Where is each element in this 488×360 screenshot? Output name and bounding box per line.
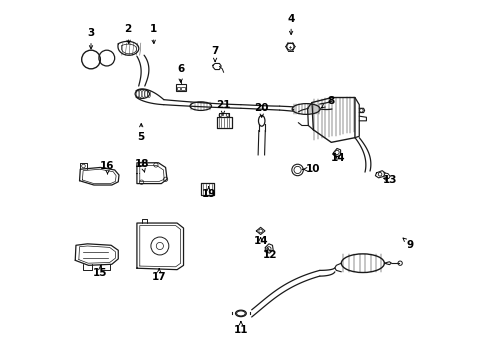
Text: 14: 14: [330, 153, 345, 163]
Text: 3: 3: [87, 28, 95, 49]
Text: 18: 18: [135, 159, 149, 172]
Text: 11: 11: [233, 321, 247, 335]
Text: 8: 8: [321, 96, 333, 108]
Text: 13: 13: [382, 175, 396, 185]
Text: 7: 7: [211, 46, 218, 62]
Text: 10: 10: [302, 164, 319, 174]
Bar: [176, 87, 180, 90]
Text: 16: 16: [100, 161, 115, 174]
Text: 5: 5: [137, 123, 144, 142]
Text: 1: 1: [149, 24, 156, 44]
Text: 12: 12: [262, 248, 276, 260]
Text: 2: 2: [124, 24, 131, 44]
Text: 14: 14: [253, 236, 267, 246]
Bar: [175, 84, 185, 91]
Text: 9: 9: [402, 238, 413, 249]
Text: 19: 19: [201, 186, 215, 199]
Text: 6: 6: [177, 64, 184, 82]
Bar: [181, 87, 184, 90]
Text: 17: 17: [152, 269, 166, 282]
Text: 4: 4: [287, 14, 294, 35]
Text: 20: 20: [254, 103, 268, 117]
Text: 15: 15: [93, 265, 107, 278]
Text: 21: 21: [215, 100, 230, 115]
